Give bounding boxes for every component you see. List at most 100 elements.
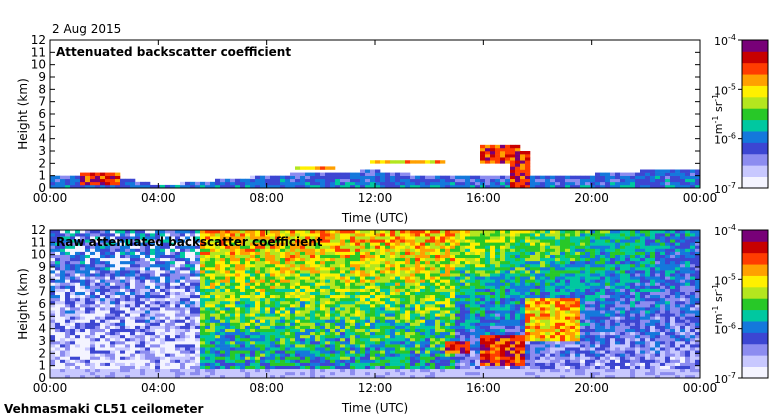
heatmap-cell <box>215 374 221 379</box>
heatmap-cell <box>400 233 406 237</box>
x-tick-label: 12:00 <box>358 191 393 205</box>
heatmap-cell <box>370 184 376 189</box>
heatmap-cell <box>595 175 601 180</box>
heatmap-cell <box>490 147 496 152</box>
heatmap-cell <box>170 263 176 268</box>
heatmap-cell <box>390 341 396 345</box>
heatmap-cell <box>140 371 146 376</box>
heatmap-cell <box>355 331 361 336</box>
heatmap-cell <box>420 239 426 243</box>
heatmap-cell <box>315 273 321 277</box>
heatmap-cell <box>410 242 416 246</box>
heatmap-cell <box>395 236 401 240</box>
heatmap-cell <box>470 178 476 183</box>
heatmap-cell <box>485 353 491 357</box>
heatmap-cell <box>320 273 326 277</box>
heatmap-cell <box>310 178 316 183</box>
heatmap-cell <box>145 251 151 255</box>
heatmap-cell <box>445 307 451 311</box>
heatmap-cell <box>395 248 401 252</box>
heatmap-cell <box>650 184 656 189</box>
heatmap-cell <box>135 239 141 243</box>
heatmap-cell <box>370 270 376 274</box>
heatmap-cell <box>410 319 416 323</box>
heatmap-cell <box>160 359 166 363</box>
heatmap-cell <box>195 319 201 323</box>
heatmap-cell <box>100 257 106 262</box>
heatmap-cell <box>315 328 321 333</box>
heatmap-cell <box>305 251 311 255</box>
heatmap-cell <box>165 337 171 342</box>
heatmap-cell <box>265 356 271 360</box>
colorbar-tick-base: 10 <box>714 35 728 48</box>
heatmap-cell <box>80 365 86 370</box>
heatmap-cell <box>445 233 451 237</box>
heatmap-cell <box>330 347 336 351</box>
heatmap-cell <box>365 233 371 237</box>
heatmap-cell <box>315 233 321 237</box>
heatmap-cell <box>410 263 416 268</box>
heatmap-cell <box>95 374 101 379</box>
heatmap-cell <box>310 374 316 379</box>
heatmap-cell <box>125 285 131 289</box>
heatmap-cell <box>310 239 316 243</box>
heatmap-cell <box>220 371 226 376</box>
heatmap-cell <box>395 257 401 262</box>
heatmap-cell <box>230 230 236 234</box>
heatmap-cell <box>340 374 346 379</box>
heatmap-cell <box>390 279 396 283</box>
heatmap-cell <box>485 356 491 360</box>
heatmap-cell <box>330 371 336 376</box>
heatmap-cell <box>225 288 231 292</box>
heatmap-cell <box>435 334 441 339</box>
heatmap-cell <box>365 359 371 363</box>
colorbar-tick-base: 10 <box>714 183 728 196</box>
heatmap-cell <box>195 341 201 345</box>
heatmap-cell <box>485 297 491 302</box>
heatmap-cell <box>275 276 281 280</box>
heatmap-cell <box>85 337 91 342</box>
heatmap-cell <box>230 371 236 376</box>
heatmap-cell <box>175 322 181 326</box>
heatmap-cell <box>175 233 181 237</box>
heatmap-cell <box>135 230 141 234</box>
heatmap-cell <box>150 263 156 268</box>
heatmap-cell <box>435 350 441 354</box>
heatmap-cell <box>320 294 326 299</box>
heatmap-cell <box>440 300 446 305</box>
heatmap-cell <box>165 307 171 311</box>
heatmap-cell <box>100 341 106 345</box>
heatmap-cell <box>245 288 251 292</box>
heatmap-cell <box>65 288 71 292</box>
heatmap-cell <box>475 285 481 289</box>
heatmap-cell <box>610 175 616 180</box>
heatmap-cell <box>240 297 246 302</box>
heatmap-cell <box>545 184 551 189</box>
heatmap-cell <box>130 254 136 259</box>
colorbar-tick-base: 10 <box>714 84 728 97</box>
heatmap-cell <box>315 282 321 286</box>
heatmap-cell <box>285 307 291 311</box>
heatmap-cell <box>450 319 456 323</box>
heatmap-cell <box>495 147 501 152</box>
heatmap-cell <box>355 239 361 243</box>
heatmap-cell <box>280 288 286 292</box>
heatmap-cell <box>565 175 571 180</box>
heatmap-cell <box>80 257 86 262</box>
heatmap-cell <box>375 374 381 379</box>
heatmap-cell <box>375 175 381 180</box>
heatmap-cell <box>365 288 371 292</box>
heatmap-cell <box>110 344 116 348</box>
heatmap-cell <box>165 359 171 363</box>
heatmap-cell <box>500 151 506 155</box>
heatmap-cell <box>330 279 336 283</box>
heatmap-cell <box>410 251 416 255</box>
heatmap-cell <box>240 230 246 234</box>
heatmap-cell <box>110 374 116 379</box>
heatmap-cell <box>425 347 431 351</box>
heatmap-cell <box>190 181 196 186</box>
heatmap-cell <box>375 325 381 329</box>
heatmap-cell <box>330 359 336 363</box>
heatmap-cell <box>360 242 366 246</box>
heatmap-cell <box>50 337 56 342</box>
